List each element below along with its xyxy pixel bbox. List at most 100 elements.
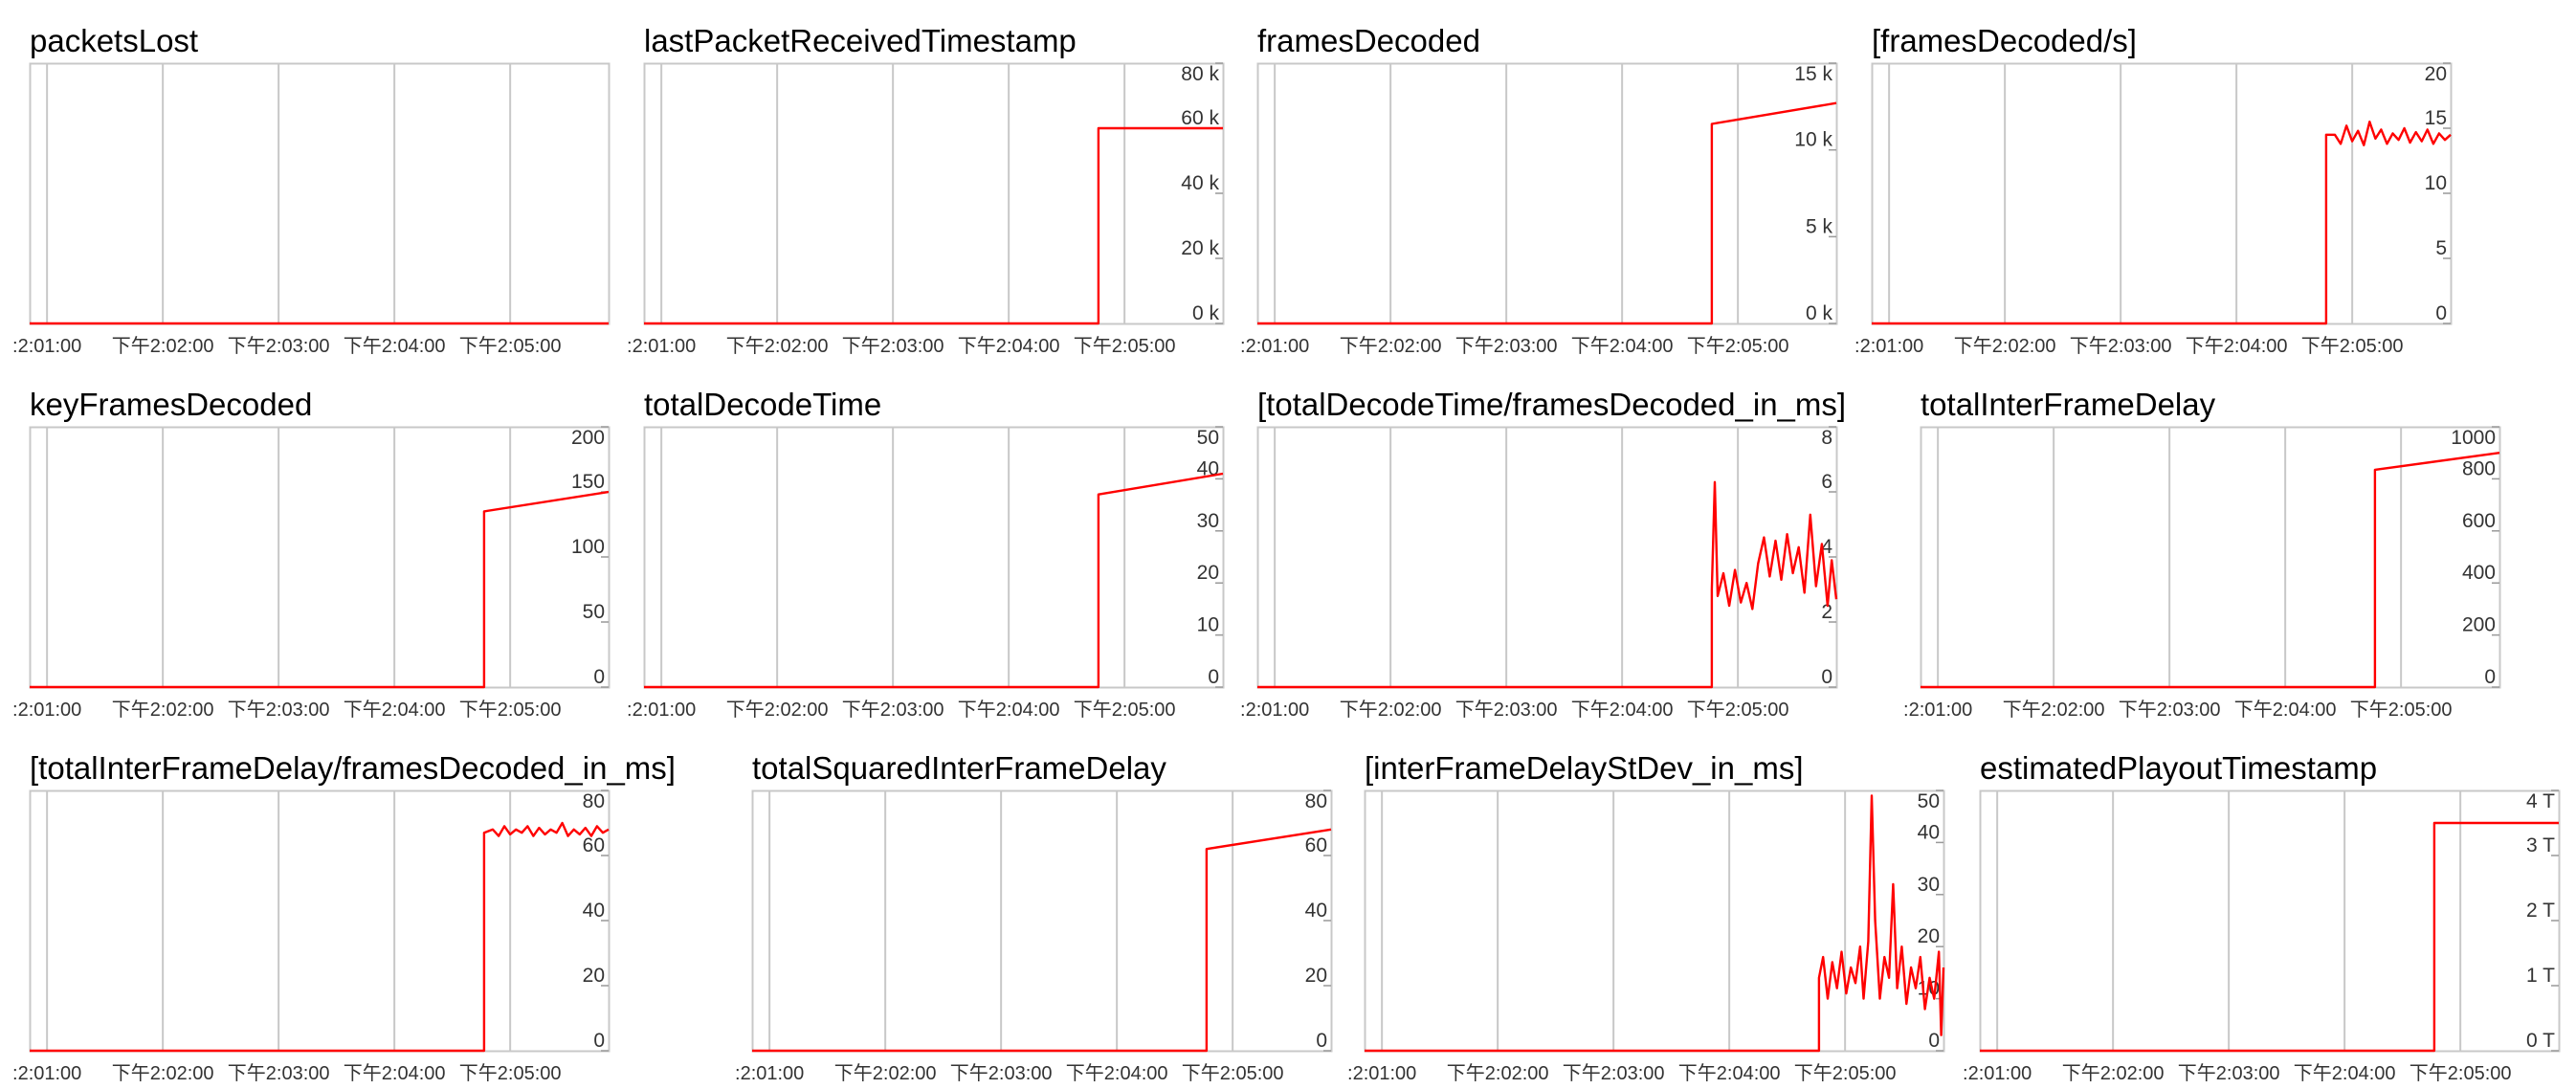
x-tick-label: 下午2:04:00 bbox=[1571, 699, 1674, 721]
y-tick-label: 1 T bbox=[2526, 965, 2555, 987]
x-tick-label: 下午2:02:00 bbox=[2062, 1062, 2165, 1084]
plot-frame bbox=[1979, 789, 2561, 1053]
y-tick-label: 0 bbox=[1208, 666, 1219, 688]
x-tick-label: 下午2:02:00 bbox=[112, 335, 214, 357]
chart-plot: :2:01:00 下午2:02:00 下午2:03:00 下午2:04:00 下午2:0… bbox=[1963, 789, 2561, 1084]
x-tick-label: :2:01:00 bbox=[1240, 336, 1309, 357]
y-tick-label: 20 bbox=[1305, 965, 1327, 987]
x-tick-label: 下午2:02:00 bbox=[726, 335, 829, 357]
x-tick-label: 下午2:05:00 bbox=[1794, 1062, 1897, 1084]
x-tick-label: 下午2:04:00 bbox=[958, 335, 1060, 357]
chart-plot: :2:01:00 下午2:02:00 下午2:03:00 下午2:04:00 下午2:0… bbox=[1240, 426, 1838, 721]
y-tick-label: 200 bbox=[571, 427, 605, 449]
y-tick-label: 0 bbox=[2484, 666, 2496, 688]
x-tick-label: 下午2:02:00 bbox=[2003, 699, 2105, 721]
chart-panel: estimatedPlayoutTimestamp:2:01:00 下午2:02:… bbox=[1963, 750, 2570, 1089]
series-line bbox=[1257, 480, 1838, 689]
y-tick-label: 30 bbox=[1918, 874, 1940, 896]
x-tick-label: :2:01:00 bbox=[12, 1063, 81, 1084]
chart-plot: :2:01:00 下午2:02:00 下午2:03:00 下午2:04:00 下午2:0… bbox=[627, 62, 1225, 357]
x-tick-label: 下午2:02:00 bbox=[112, 1062, 214, 1084]
x-tick-label: :2:01:00 bbox=[1854, 336, 1923, 357]
y-tick-label: 0 bbox=[593, 666, 605, 688]
chart-panel: [interFrameDelayStDev_in_ms]:2:01:00 下午2:… bbox=[1347, 752, 1955, 1089]
y-tick-label: 20 bbox=[1918, 925, 1940, 947]
x-tick-label: 下午2:02:00 bbox=[1447, 1062, 1549, 1084]
chart-panel: [totalInterFrameDelay/framesDecoded_in_m… bbox=[12, 752, 676, 1089]
y-tick-label: 80 k bbox=[1181, 63, 1219, 85]
y-tick-label: 1000 bbox=[2451, 427, 2496, 449]
y-tick-label: 100 bbox=[571, 536, 605, 558]
plot-frame bbox=[1256, 426, 1838, 689]
chart-panel: totalSquaredInterFrameDelay:2:01:00 下午2:0… bbox=[735, 752, 1343, 1089]
series-line bbox=[644, 472, 1224, 689]
x-tick-label: :2:01:00 bbox=[1903, 700, 1972, 721]
plot-frame bbox=[29, 62, 611, 325]
y-tick-label: 800 bbox=[2462, 457, 2496, 479]
y-tick-label: 4 T bbox=[2526, 790, 2555, 812]
y-tick-label: 50 bbox=[583, 601, 605, 623]
y-tick-label: 40 bbox=[1918, 821, 1940, 843]
chart-title: [totalDecodeTime/framesDecoded_in_ms] bbox=[1257, 387, 1847, 422]
chart-plot: :2:01:00 下午2:02:00 下午2:03:00 下午2:04:00 下午2:0… bbox=[1854, 62, 2453, 357]
x-tick-label: 下午2:03:00 bbox=[2178, 1062, 2280, 1084]
y-tick-label: 4 bbox=[1821, 536, 1832, 558]
series-line bbox=[1921, 452, 2500, 689]
y-tick-label: 6 bbox=[1821, 471, 1832, 493]
x-tick-label: 下午2:03:00 bbox=[1455, 699, 1558, 721]
y-tick-label: 0 bbox=[1928, 1030, 1940, 1052]
chart-title: estimatedPlayoutTimestamp bbox=[1980, 750, 2378, 786]
y-tick-label: 50 bbox=[1197, 427, 1219, 449]
x-tick-label: :2:01:00 bbox=[627, 336, 696, 357]
y-tick-label: 8 bbox=[1821, 427, 1832, 449]
x-tick-label: 下午2:05:00 bbox=[1687, 335, 1789, 357]
x-tick-label: 下午2:05:00 bbox=[2409, 1062, 2512, 1084]
x-tick-label: 下午2:05:00 bbox=[459, 699, 562, 721]
chart-panel: [totalDecodeTime/framesDecoded_in_ms]:2:… bbox=[1240, 387, 1848, 725]
plot-frame bbox=[643, 426, 1225, 689]
chart-panel: totalDecodeTime:2:01:00 下午2:02:00 下午2:03:0… bbox=[627, 389, 1234, 725]
x-tick-label: :2:01:00 bbox=[735, 1063, 804, 1084]
y-tick-label: 0 bbox=[593, 1030, 605, 1052]
y-tick-label: 40 bbox=[1305, 900, 1327, 922]
x-tick-label: 下午2:04:00 bbox=[2294, 1062, 2396, 1084]
y-tick-label: 5 k bbox=[1806, 215, 1833, 237]
x-tick-label: 下午2:03:00 bbox=[1455, 335, 1558, 357]
x-tick-label: 下午2:04:00 bbox=[344, 699, 446, 721]
chart-title: packetsLost bbox=[30, 23, 199, 58]
chart-panel: framesDecoded:2:01:00 下午2:02:00 下午2:03:00 下… bbox=[1240, 25, 1848, 362]
chart-plot: :2:01:00 下午2:02:00 下午2:03:00 下午2:04:00 下午2:0… bbox=[12, 426, 611, 721]
chart-title: totalInterFrameDelay bbox=[1921, 387, 2216, 422]
plot-frame bbox=[1364, 789, 1945, 1053]
x-tick-label: 下午2:02:00 bbox=[112, 699, 214, 721]
x-tick-label: 下午2:03:00 bbox=[228, 1062, 330, 1084]
y-tick-label: 20 k bbox=[1181, 237, 1219, 259]
x-tick-label: 下午2:04:00 bbox=[1678, 1062, 1781, 1084]
chart-title: keyFramesDecoded bbox=[30, 387, 313, 422]
chart-title: [totalInterFrameDelay/framesDecoded_in_m… bbox=[30, 750, 676, 786]
y-tick-label: 2 bbox=[1821, 601, 1832, 623]
chart-panel: totalInterFrameDelay :2:01:00 下午2:02:00 下午2… bbox=[1903, 387, 2511, 725]
x-tick-label: 下午2:03:00 bbox=[2070, 335, 2172, 357]
chart-plot: :2:01:00 下午2:02:00 下午2:03:00 下午2:04:00 下午2:0… bbox=[1347, 789, 1945, 1084]
y-tick-label: 10 bbox=[2425, 172, 2447, 194]
chart-plot: :2:01:00 下午2:02:00 下午2:03:00 下午2:04:00 下午2:0… bbox=[1903, 426, 2501, 721]
y-tick-label: 60 bbox=[1305, 834, 1327, 856]
y-tick-label: 600 bbox=[2462, 510, 2496, 532]
x-tick-label: 下午2:05:00 bbox=[1182, 1062, 1284, 1084]
x-tick-label: :2:01:00 bbox=[1347, 1063, 1416, 1084]
y-tick-label: 0 T bbox=[2526, 1030, 2555, 1052]
y-tick-label: 2 T bbox=[2526, 900, 2555, 922]
x-tick-label: 下午2:04:00 bbox=[2234, 699, 2337, 721]
chart-plot: :2:01:00 下午2:02:00 下午2:03:00 下午2:04:00 下午2:0… bbox=[735, 789, 1333, 1084]
series-line bbox=[1980, 821, 2559, 1053]
series-line bbox=[30, 490, 610, 689]
series-line bbox=[30, 821, 610, 1053]
series-line bbox=[1365, 794, 1945, 1053]
y-tick-label: 200 bbox=[2462, 614, 2496, 636]
x-tick-label: 下午2:05:00 bbox=[1074, 699, 1176, 721]
chart-panel: [framesDecoded/s]:2:01:00 下午2:02:00 下午2:03… bbox=[1854, 25, 2462, 362]
x-tick-label: 下午2:05:00 bbox=[459, 1062, 562, 1084]
x-tick-label: :2:01:00 bbox=[12, 336, 81, 357]
